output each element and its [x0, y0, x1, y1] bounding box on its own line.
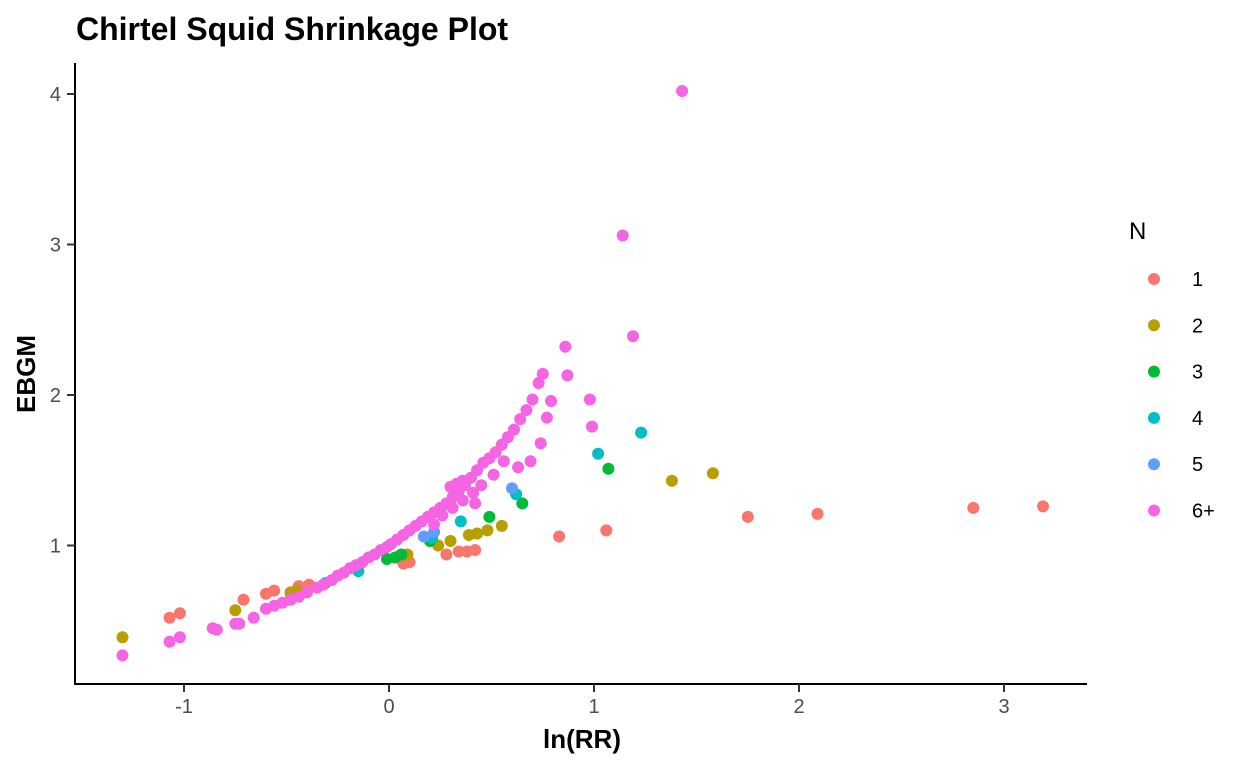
- data-point: [483, 510, 496, 523]
- data-point: [665, 474, 678, 487]
- x-tick-label: 2: [793, 696, 804, 718]
- legend-key: [1148, 365, 1160, 378]
- legend-key: [1148, 504, 1160, 517]
- data-point: [616, 229, 629, 242]
- data-point: [469, 497, 482, 510]
- legend-label: 5: [1192, 454, 1203, 476]
- data-point: [583, 393, 596, 406]
- y-axis-title: EBGM: [11, 335, 41, 413]
- data-point: [540, 411, 553, 424]
- data-point: [467, 486, 480, 499]
- data-point: [532, 377, 545, 389]
- legend-label: 4: [1192, 408, 1203, 430]
- data-point: [454, 515, 467, 528]
- data-point: [512, 461, 525, 474]
- series-1: [163, 500, 1049, 624]
- data-point: [553, 530, 566, 543]
- x-axis-ticks: -1 0 1 2 3: [175, 684, 1010, 718]
- data-point: [545, 395, 557, 407]
- y-tick-label: 4: [50, 84, 61, 106]
- data-point: [514, 413, 527, 426]
- x-tick-label: 3: [998, 696, 1009, 718]
- legend-key: [1148, 458, 1160, 471]
- data-point: [417, 530, 430, 543]
- data-point: [301, 586, 313, 599]
- data-point: [592, 447, 605, 460]
- legend: N 1 2 3 4 5 6+: [1129, 218, 1215, 523]
- data-point: [635, 426, 648, 439]
- data-point: [967, 501, 980, 514]
- data-point: [436, 509, 449, 522]
- legend-key: [1148, 411, 1160, 424]
- data-point: [495, 519, 508, 532]
- x-tick-label: -1: [175, 696, 193, 718]
- legend-title: N: [1129, 218, 1146, 245]
- data-point: [706, 467, 719, 480]
- data-point: [627, 330, 639, 343]
- data-point: [395, 548, 408, 561]
- data-point: [456, 474, 469, 487]
- y-tick-label: 2: [50, 385, 61, 407]
- plot-area: [116, 85, 1049, 662]
- legend-label: 1: [1192, 269, 1203, 291]
- data-point: [524, 455, 537, 468]
- data-point: [586, 420, 598, 433]
- data-point: [520, 404, 533, 417]
- data-point: [536, 367, 549, 380]
- data-point: [508, 423, 520, 436]
- data-point: [469, 544, 482, 556]
- legend-label: 3: [1192, 362, 1203, 384]
- data-point: [475, 479, 488, 492]
- data-point: [452, 545, 465, 558]
- data-point: [446, 501, 459, 514]
- data-point: [116, 631, 129, 644]
- data-point: [456, 494, 469, 507]
- data-point: [534, 437, 547, 450]
- x-axis-title: ln(RR): [543, 724, 621, 754]
- legend-label: 2: [1192, 315, 1203, 337]
- series-4: [319, 426, 648, 590]
- data-point: [210, 623, 223, 636]
- data-point: [526, 393, 539, 406]
- data-point: [163, 635, 176, 648]
- data-point: [173, 631, 186, 644]
- data-point: [233, 617, 246, 630]
- data-point: [676, 85, 689, 97]
- x-tick-label: 0: [383, 696, 394, 718]
- data-point: [559, 340, 572, 353]
- data-point: [173, 607, 186, 620]
- data-point: [516, 497, 529, 510]
- data-point: [471, 527, 484, 540]
- chart-title: Chirtel Squid Shrinkage Plot: [76, 11, 508, 47]
- x-tick-label: 1: [588, 696, 599, 718]
- y-tick-label: 1: [50, 536, 61, 558]
- data-point: [811, 507, 824, 520]
- data-point: [440, 548, 453, 561]
- data-point: [116, 649, 129, 662]
- data-point: [602, 462, 615, 475]
- data-point: [229, 604, 242, 617]
- data-point: [1037, 500, 1049, 513]
- data-point: [481, 524, 494, 537]
- y-tick-label: 3: [50, 235, 61, 257]
- data-point: [561, 369, 574, 382]
- legend-label: 6+: [1192, 501, 1215, 523]
- data-point: [247, 611, 260, 624]
- series-6+: [116, 85, 689, 662]
- y-axis-ticks: 1 2 3 4: [50, 84, 75, 558]
- data-point: [741, 510, 754, 523]
- legend-key: [1148, 319, 1160, 332]
- legend-key: [1148, 273, 1160, 285]
- data-point: [487, 468, 500, 481]
- data-point: [428, 518, 441, 531]
- data-point: [163, 611, 176, 624]
- data-point: [237, 593, 250, 606]
- data-point: [506, 482, 518, 495]
- series-2: [116, 467, 719, 644]
- data-point: [268, 584, 281, 597]
- data-point: [600, 524, 613, 537]
- data-point: [444, 535, 457, 547]
- data-point: [497, 455, 510, 468]
